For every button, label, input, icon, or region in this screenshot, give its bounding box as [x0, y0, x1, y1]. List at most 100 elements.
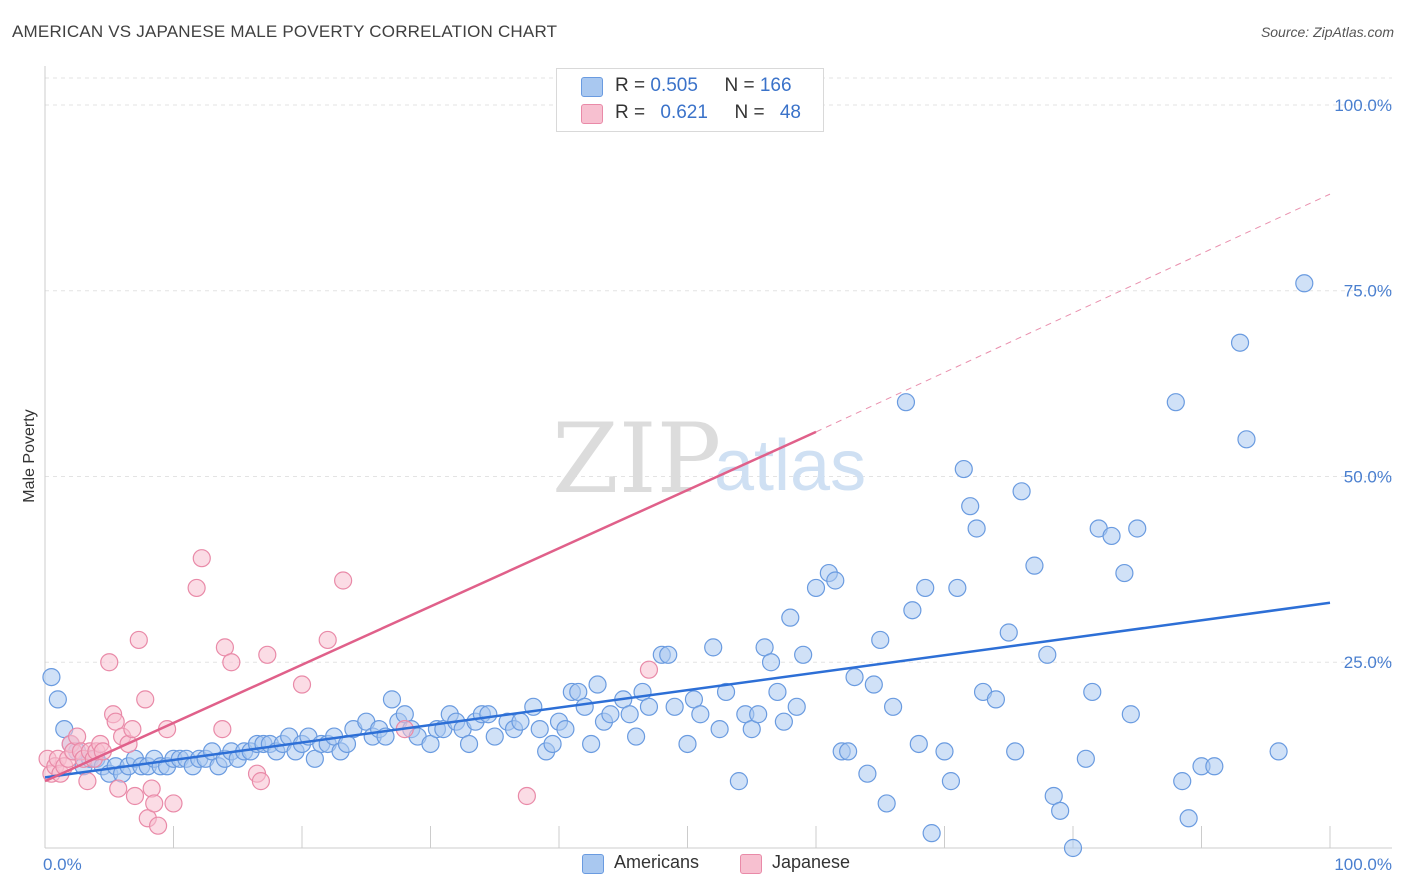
point-americans-63 — [459, 734, 479, 754]
americans-n-value: 166 — [759, 75, 792, 96]
point-japanese-40 — [251, 772, 270, 791]
trend-line-americans — [44, 601, 1331, 779]
point-japanese-34 — [187, 578, 206, 598]
point-japanese-25 — [125, 786, 145, 806]
correlation-legend: R = 0.505 N = 166 R = 0.621 N = 48 — [556, 68, 824, 132]
y-tick-label-2: 75.0% — [1344, 282, 1392, 301]
point-americans-117 — [871, 630, 890, 650]
point-americans-106 — [781, 608, 800, 627]
chart-title: AMERICAN VS JAPANESE MALE POVERTY CORREL… — [12, 22, 558, 41]
legend-americans-label: Americans — [614, 852, 700, 872]
japanese-n-value: 48 — [779, 102, 801, 123]
point-americans-96 — [710, 720, 729, 739]
point-americans-76 — [556, 720, 575, 739]
point-japanese-47 — [639, 660, 659, 679]
y-tick-label-1: 50.0% — [1344, 467, 1392, 486]
point-americans-113 — [839, 742, 858, 761]
point-americans-92 — [678, 734, 697, 754]
point-americans-147 — [1128, 519, 1147, 538]
legend-americans-swatch — [582, 854, 604, 874]
watermark-zip: ZIP — [552, 403, 721, 515]
point-americans-91 — [665, 697, 684, 716]
point-japanese-42 — [292, 675, 312, 694]
point-americans-137 — [1038, 645, 1057, 664]
point-japanese-41 — [258, 645, 277, 664]
point-americans-134 — [1006, 742, 1025, 761]
point-americans-79 — [575, 697, 594, 716]
point-americans-1 — [48, 690, 67, 709]
point-americans-74 — [543, 734, 562, 754]
point-americans-81 — [588, 675, 607, 694]
point-americans-97 — [716, 682, 736, 702]
legend-japanese-swatch — [740, 854, 762, 874]
trend-line-japanese — [44, 430, 817, 783]
point-americans-85 — [620, 705, 639, 724]
point-japanese-30 — [145, 794, 164, 813]
point-americans-88 — [639, 697, 659, 716]
point-americans-52 — [382, 690, 402, 709]
point-americans-126 — [941, 772, 961, 791]
point-japanese-12 — [78, 772, 97, 791]
japanese-n-label: N = — [734, 102, 770, 123]
point-americans-0 — [42, 667, 61, 687]
americans-r-label: R = — [615, 75, 651, 96]
japanese-swatch — [581, 104, 603, 124]
point-americans-141 — [1076, 749, 1095, 768]
y-tick-label-3: 100.0% — [1334, 96, 1392, 115]
point-americans-83 — [601, 705, 620, 724]
grid-lines — [45, 77, 1392, 663]
point-americans-80 — [582, 734, 601, 754]
point-americans-67 — [485, 727, 504, 746]
americans-n-label: N = — [724, 75, 760, 96]
point-americans-153 — [1230, 333, 1250, 352]
point-americans-122 — [909, 734, 928, 754]
series-americans — [42, 274, 1314, 858]
point-japanese-31 — [148, 816, 168, 835]
point-japanese-43 — [318, 630, 337, 650]
point-americans-148 — [1166, 393, 1185, 412]
watermark-atlas: atlas — [714, 426, 866, 506]
point-americans-109 — [806, 578, 826, 598]
point-americans-154 — [1237, 430, 1256, 449]
y-axis-label: Male Poverty — [21, 409, 38, 502]
point-americans-124 — [922, 824, 941, 843]
point-japanese-26 — [129, 630, 148, 650]
point-americans-155 — [1269, 742, 1288, 761]
point-japanese-35 — [192, 549, 211, 568]
japanese-r-value: 0.621 — [660, 102, 708, 123]
point-americans-132 — [986, 690, 1006, 709]
americans-r-value: 0.505 — [650, 75, 698, 96]
point-americans-98 — [729, 772, 749, 791]
point-americans-146 — [1121, 705, 1140, 724]
x-tick-label-1: 100.0% — [1334, 855, 1392, 874]
trend-lines — [44, 193, 1331, 783]
point-americans-114 — [845, 667, 864, 687]
point-americans-116 — [864, 675, 883, 694]
point-americans-101 — [749, 705, 768, 724]
japanese-r-label: R = — [615, 102, 651, 123]
point-americans-90 — [659, 645, 678, 664]
point-americans-118 — [877, 794, 896, 813]
point-americans-128 — [954, 459, 973, 479]
point-americans-105 — [774, 712, 793, 731]
point-japanese-29 — [142, 779, 161, 798]
point-japanese-21 — [109, 779, 128, 798]
point-japanese-18 — [100, 653, 119, 672]
point-americans-125 — [935, 742, 954, 761]
point-japanese-46 — [517, 786, 536, 806]
point-americans-70 — [511, 712, 530, 731]
point-americans-120 — [896, 393, 916, 412]
point-americans-103 — [761, 653, 781, 672]
point-americans-108 — [794, 645, 813, 664]
legend-japanese-label: Japanese — [772, 852, 851, 872]
point-japanese-33 — [164, 794, 183, 813]
point-americans-127 — [948, 578, 967, 598]
point-japanese-9 — [68, 727, 87, 746]
x-tick-label-0: 0.0% — [43, 855, 82, 874]
point-americans-130 — [967, 519, 986, 538]
point-americans-66 — [479, 705, 498, 724]
watermark: ZIP atlas — [552, 403, 866, 515]
point-japanese-38 — [222, 653, 241, 672]
point-americans-94 — [691, 705, 710, 724]
